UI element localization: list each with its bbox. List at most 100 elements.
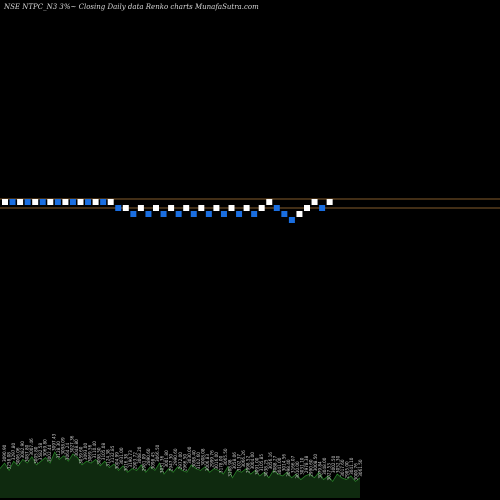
renko-brick-6 (47, 199, 54, 205)
renko-brick-13 (100, 199, 107, 205)
renko-brick-0 (2, 199, 8, 205)
volume-label-7: 3005.80 (34, 446, 39, 464)
volume-label-47: 3016.00 (214, 452, 219, 470)
volume-label-13: 3098.09 (61, 437, 66, 455)
volume-label-55: 3004.00 (250, 452, 255, 470)
renko-brick-20 (153, 205, 159, 211)
volume-label-22: 3105.08 (101, 443, 106, 461)
renko-brick-28 (213, 205, 220, 211)
volume-label-54: 2998.52 (245, 455, 250, 473)
renko-brick-43 (326, 199, 333, 205)
volume-label-26: 3031.00 (119, 447, 124, 465)
volume-label-74: 3052.30 (335, 455, 340, 473)
renko-brick-3 (24, 199, 31, 205)
renko-brick-8 (62, 199, 69, 205)
volume-label-8: 3582.58 (38, 443, 43, 461)
renko-brick-39 (296, 211, 303, 217)
renko-brick-16 (122, 205, 129, 211)
volume-label-69: 3008.50 (313, 454, 318, 472)
renko-brick-30 (228, 205, 235, 211)
volume-label-1: 3258.08 (7, 452, 12, 470)
volume-label-24: 3132.85 (110, 445, 115, 463)
volume-label-23: 3124.38 (106, 449, 111, 467)
volume-label-11: 3097.43 (52, 433, 57, 451)
renko-brick-41 (311, 199, 318, 205)
volume-label-72: 3027.53 (326, 463, 331, 481)
volume-label-31: 2981.09 (142, 454, 147, 472)
volume-label-75: 3017.60 (340, 459, 345, 477)
volume-line (0, 451, 361, 483)
volume-label-49: 3065.50 (223, 448, 228, 466)
volume-label-66: 3031.10 (299, 457, 304, 475)
renko-brick-12 (92, 199, 99, 205)
volume-label-41: 3030.00 (187, 446, 192, 464)
volume-label-39: 2972.00 (178, 452, 183, 470)
chart-title: NSE NTPC_N3 3%~ Closing Daily data Renko… (3, 3, 259, 11)
volume-label-4: 3082.90 (20, 441, 25, 459)
renko-brick-1 (9, 199, 16, 205)
renko-brick-36 (273, 205, 280, 211)
volume-label-62: 3014.56 (281, 454, 286, 472)
renko-brick-29 (220, 211, 227, 217)
volume-label-70: 3079.84 (317, 461, 322, 479)
volume-label-61: 3041.00 (277, 457, 282, 475)
volume-label-65: 3010.00 (295, 461, 300, 479)
volume-label-45: 3006.83 (205, 454, 210, 472)
volume-label-0: 3090.90 (2, 444, 7, 462)
volume-label-56: 3091.00 (254, 457, 259, 475)
renko-brick-2 (17, 199, 24, 205)
volume-label-18: 3093.00 (83, 443, 88, 461)
volume-label-67: 2978.38 (304, 455, 309, 473)
volume-label-63: 3098.40 (286, 459, 291, 477)
volume-label-78: 3000.76 (353, 463, 358, 481)
renko-brick-25 (190, 211, 197, 217)
volume-label-21: 3098.50 (97, 447, 102, 465)
volume-label-20: 3110.40 (92, 441, 97, 459)
volume-label-46: 2999.76 (209, 450, 214, 468)
volume-label-59: 3056.16 (268, 452, 273, 470)
renko-brick-5 (39, 199, 46, 205)
volume-label-37: 2947.30 (169, 454, 174, 472)
renko-brick-33 (251, 211, 258, 217)
renko-brick-19 (145, 211, 152, 217)
volume-label-77: 3041.10 (349, 457, 354, 475)
renko-brick-11 (85, 199, 92, 205)
volume-label-2: 3297.80 (11, 443, 16, 461)
renko-brick-40 (304, 205, 310, 211)
volume-fill (0, 452, 360, 498)
volume-label-48: 3178.00 (218, 455, 223, 473)
volume-label-19: 3069.56 (88, 444, 93, 462)
renko-brick-18 (137, 205, 144, 211)
renko-brick-31 (236, 211, 243, 217)
renko-brick-4 (32, 199, 39, 205)
renko-brick-37 (281, 211, 288, 217)
volume-label-73: 3002.50 (331, 455, 336, 473)
volume-label-68: 2990.60 (308, 459, 313, 477)
volume-label-17: 3059.60 (79, 446, 84, 464)
renko-brick-17 (130, 211, 137, 217)
volume-label-60: 3088.27 (272, 455, 277, 473)
renko-brick-38 (288, 217, 295, 223)
renko-brick-9 (69, 199, 76, 205)
renko-brick-32 (243, 205, 250, 211)
volume-label-32: 2890.60 (146, 448, 151, 466)
volume-label-35: 3031.36 (160, 455, 165, 473)
volume-label-53: 3066.26 (241, 450, 246, 468)
volume-label-71: 3048.00 (322, 457, 327, 475)
volume-label-25: 3004.99 (115, 452, 120, 470)
volume-label-76: 2985.00 (344, 461, 349, 479)
volume-label-5: 3087.80 (25, 444, 30, 462)
volume-label-3: 3006.06 (16, 447, 21, 465)
volume-label-50: 3108.98 (227, 459, 232, 477)
volume-label-12: 3128.30 (56, 441, 61, 459)
renko-brick-35 (266, 199, 273, 205)
volume-label-42: 3098.40 (191, 450, 196, 468)
volume-label-27: 3016.38 (124, 454, 129, 472)
volume-label-9: 3069.80 (43, 439, 48, 457)
renko-brick-10 (77, 199, 84, 205)
volume-label-44: 3008.08 (200, 448, 205, 466)
volume-label-51: 3058.06 (232, 452, 237, 470)
